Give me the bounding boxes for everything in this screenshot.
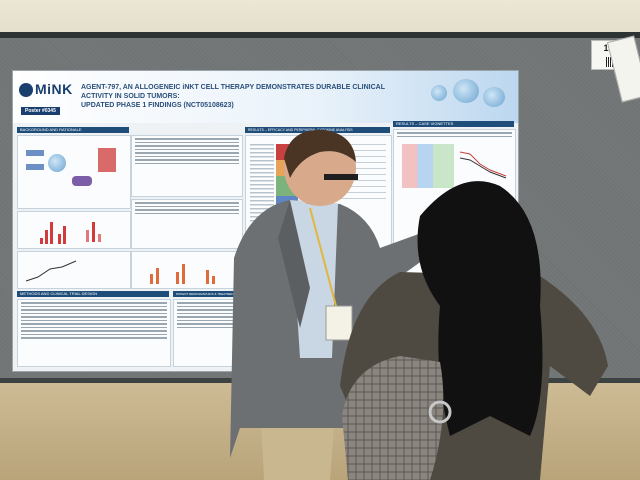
section-heading: BACKGROUND AND RATIONALE: [17, 127, 129, 133]
diagram-label: [72, 176, 92, 186]
bar-chart: [146, 256, 236, 284]
chart-panel: [131, 199, 243, 249]
diagram-label: [26, 164, 44, 170]
section-heading: RESULTS – CASE VIGNETTES: [393, 121, 514, 127]
background-section: BACKGROUND AND RATIONALE: [17, 127, 129, 133]
bar-chart: [82, 218, 126, 242]
panel-frame: [0, 32, 640, 40]
man-figure: [230, 129, 420, 480]
poster-title: AGENT-797, AN ALLOGENEIC iNKT CELL THERA…: [81, 83, 411, 110]
poster-title-line-1: AGENT-797, AN ALLOGENEIC iNKT CELL THERA…: [81, 84, 385, 100]
woman-figure: [340, 181, 608, 480]
cell-illustration: [453, 79, 479, 103]
text-panel: [131, 135, 243, 197]
methods-section: METHODS AND CLINICAL TRIAL DESIGN: [17, 291, 169, 297]
cell-illustration: [483, 87, 505, 107]
diagram-label: [98, 148, 116, 172]
cell-illustration: [431, 85, 447, 101]
case-section: RESULTS – CASE VIGNETTES: [393, 121, 514, 127]
line-chart-panel: [17, 251, 131, 289]
poster-title-line-2: UPDATED PHASE 1 FINDINGS (NCT05108623): [81, 102, 234, 109]
logo-icon: [19, 83, 33, 97]
poster-logo: MiNK: [35, 81, 73, 97]
bar-chart-panel: [17, 211, 131, 249]
line-chart: [25, 260, 77, 282]
scan-image: [402, 144, 454, 188]
bar-chart-panel: [131, 251, 243, 289]
poster-id-badge: Poster #0345: [21, 107, 60, 115]
methods-text: [17, 299, 171, 367]
figure-panel: [17, 135, 131, 209]
line-chart: [459, 151, 507, 179]
cell-diagram: [48, 154, 66, 172]
section-heading: METHODS AND CLINICAL TRIAL DESIGN: [17, 291, 169, 297]
diagram-label: [26, 150, 44, 156]
bar-chart: [38, 216, 78, 244]
demographics-table: [173, 299, 243, 367]
